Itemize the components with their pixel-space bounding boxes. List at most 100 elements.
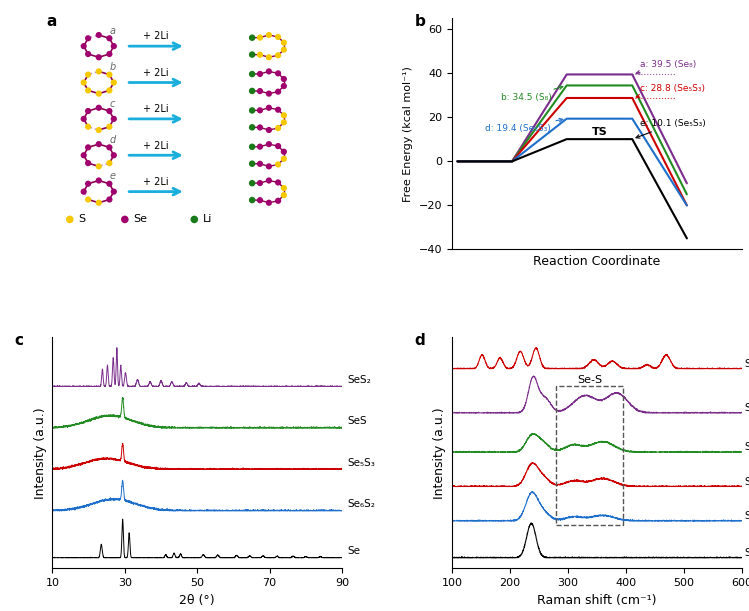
X-axis label: Raman shift (cm⁻¹): Raman shift (cm⁻¹): [537, 593, 656, 607]
Point: [272, 51, 284, 60]
Point: [254, 69, 266, 79]
Point: [64, 214, 76, 224]
Text: Se₆S₂: Se₆S₂: [348, 499, 375, 509]
Point: [246, 159, 258, 169]
Point: [108, 42, 120, 51]
Point: [103, 70, 115, 79]
Text: c: c: [15, 332, 24, 348]
Point: [254, 86, 266, 96]
Text: Se: Se: [745, 548, 749, 558]
Text: Se-S: Se-S: [577, 375, 602, 386]
Point: [272, 196, 284, 206]
Text: Se₅S₃: Se₅S₃: [348, 458, 375, 468]
Text: b: b: [414, 13, 425, 29]
Point: [272, 159, 284, 169]
Point: [108, 114, 120, 124]
Point: [108, 187, 120, 197]
Point: [246, 122, 258, 132]
Point: [78, 114, 90, 124]
Point: [93, 53, 105, 62]
Point: [263, 125, 275, 135]
Bar: [557, 386, 623, 525]
Text: Li: Li: [203, 214, 213, 224]
Y-axis label: Intensity (a.u.): Intensity (a.u.): [434, 407, 446, 499]
Point: [246, 86, 258, 96]
Point: [254, 50, 266, 60]
Point: [278, 81, 290, 91]
X-axis label: 2θ (°): 2θ (°): [179, 593, 215, 607]
Text: + 2Li: + 2Li: [143, 68, 169, 78]
Point: [263, 53, 275, 62]
Point: [188, 214, 200, 224]
Point: [263, 30, 275, 40]
Point: [246, 178, 258, 188]
Point: [278, 74, 290, 84]
Point: [103, 106, 115, 116]
Text: c: 28.8 (Se₅S₃): c: 28.8 (Se₅S₃): [636, 84, 706, 98]
Point: [78, 42, 90, 51]
Point: [93, 198, 105, 208]
Point: [103, 142, 115, 152]
Point: [272, 141, 284, 151]
Point: [93, 139, 105, 149]
Point: [103, 34, 115, 43]
Point: [78, 78, 90, 87]
Point: [254, 159, 266, 169]
Text: e: e: [109, 172, 115, 181]
Point: [108, 78, 120, 87]
Point: [82, 122, 94, 131]
Point: [82, 194, 94, 204]
Point: [278, 38, 290, 48]
Text: SeS₂: SeS₂: [745, 403, 749, 413]
Text: TS: TS: [592, 127, 607, 137]
Point: [119, 214, 131, 224]
Point: [246, 33, 258, 43]
Point: [82, 49, 94, 59]
Point: [82, 86, 94, 95]
Text: Se₅S₃: Se₅S₃: [745, 477, 749, 486]
Text: d: 19.4 (Se₅S₃): d: 19.4 (Se₅S₃): [485, 119, 562, 133]
Point: [93, 67, 105, 76]
Point: [272, 123, 284, 133]
Point: [78, 187, 90, 197]
Text: + 2Li: + 2Li: [143, 104, 169, 114]
Point: [278, 183, 290, 193]
Point: [246, 195, 258, 205]
Text: SeS: SeS: [745, 442, 749, 452]
Point: [272, 87, 284, 97]
Point: [103, 179, 115, 189]
Point: [82, 158, 94, 168]
Point: [246, 142, 258, 152]
Point: [82, 70, 94, 79]
Point: [254, 142, 266, 152]
Point: [82, 34, 94, 43]
Text: a: 39.5 (Se₈): a: 39.5 (Se₈): [636, 60, 697, 74]
Point: [93, 125, 105, 135]
Point: [246, 106, 258, 115]
Point: [263, 139, 275, 149]
Point: [254, 178, 266, 188]
Point: [278, 111, 290, 120]
Point: [82, 106, 94, 116]
Point: [272, 68, 284, 78]
Point: [272, 32, 284, 42]
Text: + 2Li: + 2Li: [143, 31, 169, 42]
Text: Se: Se: [133, 214, 148, 224]
Point: [254, 32, 266, 42]
Text: + 2Li: + 2Li: [143, 177, 169, 187]
Point: [272, 178, 284, 188]
Point: [93, 30, 105, 40]
Text: + 2Li: + 2Li: [143, 141, 169, 150]
Point: [278, 117, 290, 127]
Point: [82, 179, 94, 189]
Point: [254, 196, 266, 205]
Point: [103, 122, 115, 131]
Point: [263, 67, 275, 76]
Text: b: 34.5 (S₈): b: 34.5 (S₈): [501, 86, 562, 102]
Point: [246, 49, 258, 59]
Point: [103, 158, 115, 168]
Point: [93, 161, 105, 171]
Point: [278, 190, 290, 200]
Y-axis label: Intensity (a.u.): Intensity (a.u.): [34, 407, 47, 499]
Text: Se: Se: [348, 546, 360, 556]
